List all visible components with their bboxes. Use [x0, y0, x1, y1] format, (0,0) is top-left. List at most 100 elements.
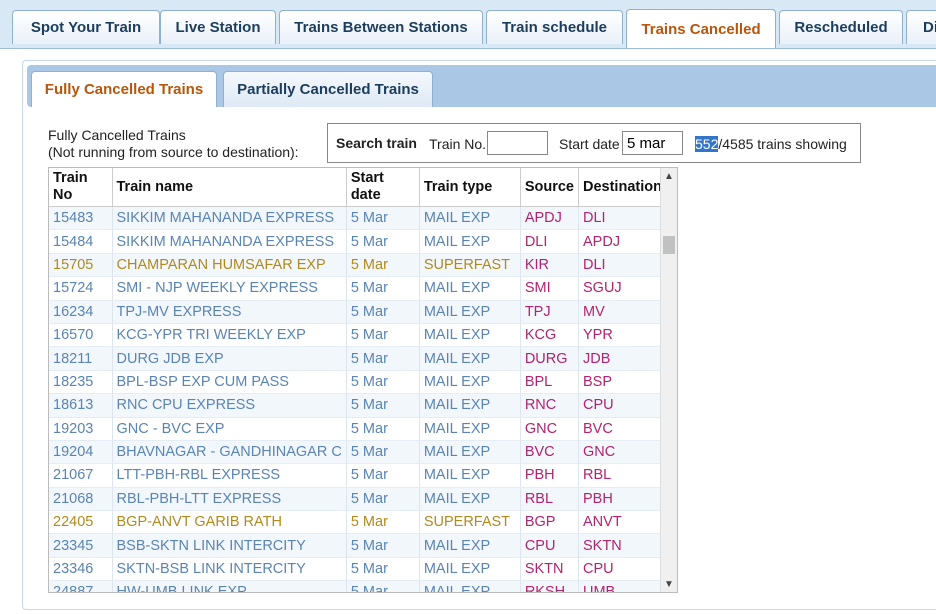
table-row[interactable]: 18235 BPL-BSP EXP CUM PASS 5 Mar MAIL EXP BP… [49, 370, 668, 395]
train-type-cell: MAIL EXP [419, 440, 521, 465]
train-type-cell: MAIL EXP [419, 370, 521, 395]
destination-cell: DLI [578, 206, 668, 231]
table-row[interactable]: 21068 RBL-PBH-LTT EXPRESS 5 Mar MAIL EXP RBL… [49, 487, 668, 512]
scroll-down-icon[interactable]: ▼ [664, 578, 674, 590]
train-no-cell: 15484 [49, 229, 113, 254]
tab-rescheduled[interactable]: Rescheduled [779, 10, 903, 44]
start-date-cell: 5 Mar [346, 393, 420, 418]
train-name-cell: CHAMPARAN HUMSAFAR EXP [112, 253, 347, 278]
source-cell: SMI [520, 276, 580, 301]
col-header-start-date[interactable]: Start date [346, 168, 420, 207]
table-row[interactable]: 24887 HW-UMB LINK EXP 5 Mar MAIL EXP RKSH UMB [49, 580, 668, 592]
tab-spot-your-train[interactable]: Spot Your Train [12, 10, 160, 44]
table-row[interactable]: 16570 KCG-YPR TRI WEEKLY EXP 5 Mar MAIL EXP… [49, 323, 668, 348]
top-tab-bar: Spot Your Train Live Station Trains Betw… [0, 0, 936, 49]
table-row[interactable]: 15724 SMI - NJP WEEKLY EXPRESS 5 Mar MAIL E… [49, 276, 668, 301]
table-scrollbar[interactable]: ▲ ▼ [660, 168, 677, 592]
table-row[interactable]: 22405 BGP-ANVT GARIB RATH 5 Mar SUPERFAST BG… [49, 510, 668, 535]
train-name-cell: SKTN-BSB LINK INTERCITY [112, 557, 347, 582]
source-cell: GNC [520, 417, 580, 441]
train-no-cell: 21067 [49, 463, 113, 488]
train-name-cell: RBL-PBH-LTT EXPRESS [112, 487, 347, 512]
train-name-cell: SIKKIM MAHANANDA EXPRESS [112, 206, 347, 231]
table-row[interactable]: 19203 GNC - BVC EXP 5 Mar MAIL EXP GNC BVC [49, 417, 668, 441]
train-name-cell: BSB-SKTN LINK INTERCITY [112, 533, 347, 558]
train-no-cell: 21068 [49, 487, 113, 512]
tab-partially-cancelled[interactable]: Partially Cancelled Trains [223, 71, 433, 107]
train-type-cell: MAIL EXP [419, 323, 521, 348]
tab-live-station[interactable]: Live Station [160, 10, 276, 44]
train-name-cell: DURG JDB EXP [112, 346, 347, 371]
start-date-label: Start date [559, 136, 620, 152]
table-row[interactable]: 15483 SIKKIM MAHANANDA EXPRESS 5 Mar MAIL E… [49, 206, 668, 231]
train-type-cell: MAIL EXP [419, 300, 521, 324]
source-cell: PBH [520, 463, 580, 488]
train-type-cell: MAIL EXP [419, 533, 521, 558]
train-type-cell: MAIL EXP [419, 229, 521, 254]
start-date-cell: 5 Mar [346, 580, 420, 592]
source-cell: DURG [520, 346, 580, 371]
source-cell: BGP [520, 510, 580, 535]
source-cell: RKSH [520, 580, 580, 592]
table-header-row: Train No Train name Start date Train typ… [49, 168, 668, 207]
col-header-train-no[interactable]: Train No [49, 168, 113, 207]
train-name-cell: RNC CPU EXPRESS [112, 393, 347, 418]
train-name-cell: BHAVNAGAR - GANDHINAGAR C [112, 440, 347, 465]
train-name-cell: GNC - BVC EXP [112, 417, 347, 441]
start-date-input[interactable] [622, 131, 683, 155]
tab-train-schedule[interactable]: Train schedule [486, 10, 623, 44]
train-no-cell: 15483 [49, 206, 113, 231]
train-type-cell: MAIL EXP [419, 487, 521, 512]
source-cell: TPJ [520, 300, 580, 324]
train-type-cell: MAIL EXP [419, 346, 521, 371]
sub-tab-bar: Fully Cancelled Trains Partially Cancell… [27, 65, 936, 107]
table-row[interactable]: 23346 SKTN-BSB LINK INTERCITY 5 Mar MAIL EX… [49, 557, 668, 582]
source-cell: KCG [520, 323, 580, 348]
train-type-cell: MAIL EXP [419, 393, 521, 418]
col-header-train-name[interactable]: Train name [112, 168, 347, 207]
start-date-cell: 5 Mar [346, 323, 420, 348]
col-header-source[interactable]: Source [520, 168, 580, 207]
source-cell: APDJ [520, 206, 580, 231]
destination-cell: BSP [578, 370, 668, 395]
train-no-cell: 16570 [49, 323, 113, 348]
tab-trains-between-stations[interactable]: Trains Between Stations [279, 10, 483, 44]
source-cell: RBL [520, 487, 580, 512]
destination-cell: CPU [578, 393, 668, 418]
train-no-cell: 24887 [49, 580, 113, 592]
tab-diverted[interactable]: Di [906, 10, 936, 44]
total-count: /4585 trains showing [718, 136, 847, 152]
tab-trains-cancelled[interactable]: Trains Cancelled [626, 9, 776, 48]
col-header-train-type[interactable]: Train type [419, 168, 521, 207]
destination-cell: BVC [578, 417, 668, 441]
train-no-cell: 22405 [49, 510, 113, 535]
cancelled-trains-table-container: Train No Train name Start date Train typ… [48, 167, 678, 593]
train-no-cell: 15724 [49, 276, 113, 301]
source-cell: KIR [520, 253, 580, 278]
start-date-cell: 5 Mar [346, 487, 420, 512]
start-date-cell: 5 Mar [346, 253, 420, 278]
table-row[interactable]: 21067 LTT-PBH-RBL EXPRESS 5 Mar MAIL EXP PBH… [49, 463, 668, 488]
start-date-cell: 5 Mar [346, 463, 420, 488]
train-type-cell: MAIL EXP [419, 580, 521, 592]
table-row[interactable]: 18613 RNC CPU EXPRESS 5 Mar MAIL EXP RNC CPU [49, 393, 668, 418]
search-train-box: Search train Train No. Start date 552/45… [327, 123, 861, 163]
destination-cell: CPU [578, 557, 668, 582]
scroll-thumb[interactable] [663, 236, 675, 254]
train-no-cell: 19203 [49, 417, 113, 441]
cancelled-trains-table: Train No Train name Start date Train typ… [49, 168, 668, 592]
train-no-input[interactable] [487, 131, 548, 155]
destination-cell: APDJ [578, 229, 668, 254]
tab-fully-cancelled[interactable]: Fully Cancelled Trains [31, 71, 217, 107]
train-type-cell: MAIL EXP [419, 463, 521, 488]
table-row[interactable]: 18211 DURG JDB EXP 5 Mar MAIL EXP DURG JDB [49, 346, 668, 371]
train-no-cell: 16234 [49, 300, 113, 324]
table-row[interactable]: 15705 CHAMPARAN HUMSAFAR EXP 5 Mar SUPERFAS… [49, 253, 668, 278]
table-row[interactable]: 23345 BSB-SKTN LINK INTERCITY 5 Mar MAIL EX… [49, 533, 668, 558]
scroll-up-icon[interactable]: ▲ [664, 170, 674, 182]
table-row[interactable]: 15484 SIKKIM MAHANANDA EXPRESS 5 Mar MAIL E… [49, 229, 668, 254]
table-row[interactable]: 16234 TPJ-MV EXPRESS 5 Mar MAIL EXP TPJ MV [49, 300, 668, 324]
train-name-cell: SMI - NJP WEEKLY EXPRESS [112, 276, 347, 301]
col-header-destination[interactable]: Destination [578, 168, 668, 207]
